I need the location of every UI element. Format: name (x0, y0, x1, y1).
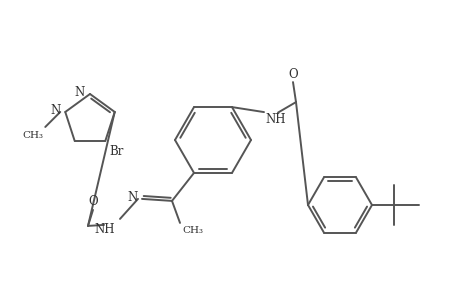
Text: O: O (287, 68, 297, 81)
Text: Br: Br (109, 145, 123, 158)
Text: NH: NH (94, 223, 115, 236)
Text: CH₃: CH₃ (182, 226, 202, 235)
Text: N: N (128, 191, 138, 204)
Text: O: O (88, 195, 98, 208)
Text: NH: NH (264, 113, 285, 126)
Text: N: N (74, 85, 85, 98)
Text: CH₃: CH₃ (22, 131, 43, 140)
Text: N: N (50, 104, 60, 118)
